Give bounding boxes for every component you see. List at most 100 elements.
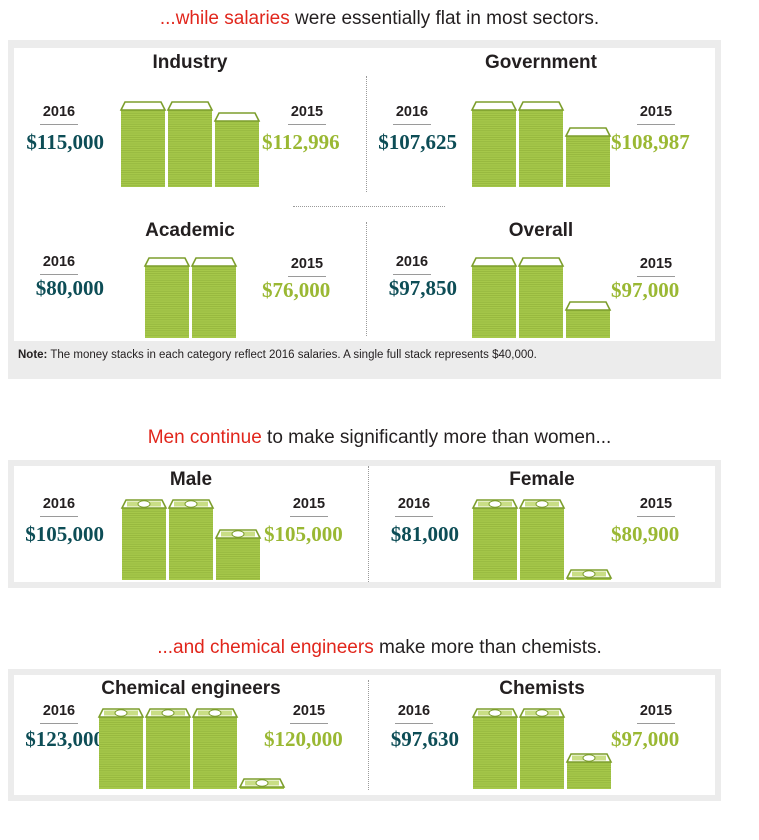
sectors-note: Note: The money stacks in each category …	[18, 349, 537, 361]
amount-2016-label: $97,630	[390, 727, 459, 751]
amount-2015-label: $108,987	[611, 130, 690, 154]
amount-2015-label: $97,000	[611, 278, 680, 302]
amount-2015-label: $97,000	[611, 727, 680, 751]
sectors-vertical-divider-bottom	[366, 222, 367, 336]
year-2016-rule	[395, 516, 433, 517]
year-2016-label: 2016	[395, 104, 429, 120]
chart-title: Chemists	[499, 678, 585, 699]
money-stack	[564, 127, 612, 187]
year-2016-rule	[40, 124, 78, 125]
year-2015-label: 2015	[292, 496, 326, 512]
money-stack	[190, 257, 238, 338]
money-stack	[565, 569, 613, 580]
money-stack	[166, 101, 214, 187]
year-2016-label: 2016	[42, 496, 76, 512]
year-2016-rule	[40, 723, 78, 724]
discipline-headline: ...and chemical engineers make more than…	[0, 637, 759, 659]
money-stack	[564, 301, 612, 338]
year-2016-rule	[40, 274, 78, 275]
year-2016-rule	[395, 723, 433, 724]
money-stacks	[143, 257, 238, 338]
money-stacks	[97, 708, 286, 789]
year-2015-label: 2015	[639, 496, 673, 512]
money-stack	[470, 101, 518, 187]
year-2015-rule	[288, 276, 326, 277]
chart-cell: Female 2016 $81,000 2015 $80,900	[369, 466, 715, 582]
money-stack	[470, 257, 518, 338]
year-2016-rule	[40, 516, 78, 517]
gender-headline: Men continue to make significantly more …	[0, 427, 759, 449]
year-2016-rule	[393, 274, 431, 275]
money-stack	[191, 708, 239, 789]
year-2016-label: 2016	[42, 254, 76, 270]
money-stack	[518, 708, 566, 789]
money-stack	[143, 257, 191, 338]
sectors-horizontal-divider	[293, 206, 445, 207]
year-2015-label: 2015	[290, 256, 324, 272]
amount-2016-label: $97,850	[388, 276, 457, 300]
discipline-headline-rest: make more than chemists.	[373, 637, 602, 658]
discipline-headline-highlight: ...and chemical engineers	[157, 637, 374, 658]
chart-cell: Male 2016 $105,000 2015 $105,000	[14, 466, 368, 582]
chart-cell: Chemical engineers 2016 $123,000 2015 $120,0…	[14, 675, 368, 791]
money-stack	[238, 778, 286, 789]
money-stack	[119, 101, 167, 187]
gender-headline-rest: to make significantly more than women...	[261, 427, 612, 448]
money-stack	[214, 529, 262, 580]
gender-vertical-divider	[368, 466, 369, 582]
money-stack	[471, 708, 519, 789]
sectors-headline-rest: were essentially flat in most sectors.	[289, 8, 600, 29]
amount-2016-label: $107,625	[378, 130, 457, 154]
money-stacks	[470, 257, 612, 338]
year-2016-label: 2016	[397, 496, 431, 512]
money-stack	[471, 499, 519, 580]
money-stacks	[471, 708, 613, 789]
money-stacks	[471, 499, 613, 580]
amount-2016-label: $81,000	[390, 522, 459, 546]
discipline-vertical-divider	[368, 680, 369, 790]
sectors-headline: ...while salaries were essentially flat …	[0, 8, 759, 30]
year-2016-label: 2016	[397, 703, 431, 719]
year-2015-rule	[637, 723, 675, 724]
money-stacks	[119, 101, 261, 187]
year-2015-rule	[637, 516, 675, 517]
money-stack	[120, 499, 168, 580]
chart-cell: Academic 2016 $80,000 2015 $76,000	[14, 216, 366, 340]
chart-cell: Industry 2016 $115,000 2015 $112,996	[14, 48, 366, 189]
chart-title: Male	[169, 469, 213, 490]
year-2015-label: 2015	[292, 703, 326, 719]
amount-2016-label: $105,000	[25, 522, 104, 546]
chart-cell: Overall 2016 $97,850 2015 $97,000	[367, 216, 715, 340]
chart-title: Industry	[152, 52, 228, 73]
amount-2016-label: $115,000	[26, 130, 104, 154]
note-text: The money stacks in each category reflec…	[47, 349, 537, 361]
money-stack	[144, 708, 192, 789]
sectors-panel	[14, 48, 715, 341]
amount-2015-label: $120,000	[264, 727, 343, 751]
sectors-vertical-divider-top	[366, 76, 367, 192]
chart-title: Overall	[508, 220, 574, 241]
year-2015-rule	[290, 723, 328, 724]
amount-2015-label: $105,000	[264, 522, 343, 546]
money-stacks	[470, 101, 612, 187]
money-stack	[517, 257, 565, 338]
amount-2016-label: $123,000	[25, 727, 104, 751]
year-2015-rule	[288, 124, 326, 125]
year-2016-label: 2016	[395, 254, 429, 270]
note-label: Note:	[18, 349, 48, 361]
chart-cell: Chemists 2016 $97,630 2015 $97,000	[369, 675, 715, 791]
year-2015-rule	[637, 124, 675, 125]
sectors-headline-highlight: ...while salaries	[159, 8, 290, 29]
year-2015-label: 2015	[639, 256, 673, 272]
amount-2015-label: $76,000	[262, 278, 331, 302]
chart-title: Government	[485, 52, 597, 73]
money-stack	[167, 499, 215, 580]
chart-cell: Government 2016 $107,625 2015 $108,987	[367, 48, 715, 189]
year-2015-rule	[290, 516, 328, 517]
money-stack	[517, 101, 565, 187]
year-2016-rule	[393, 124, 431, 125]
year-2015-label: 2015	[639, 104, 673, 120]
chart-title: Chemical engineers	[101, 678, 281, 699]
year-2016-label: 2016	[42, 703, 76, 719]
chart-title: Academic	[145, 220, 235, 241]
